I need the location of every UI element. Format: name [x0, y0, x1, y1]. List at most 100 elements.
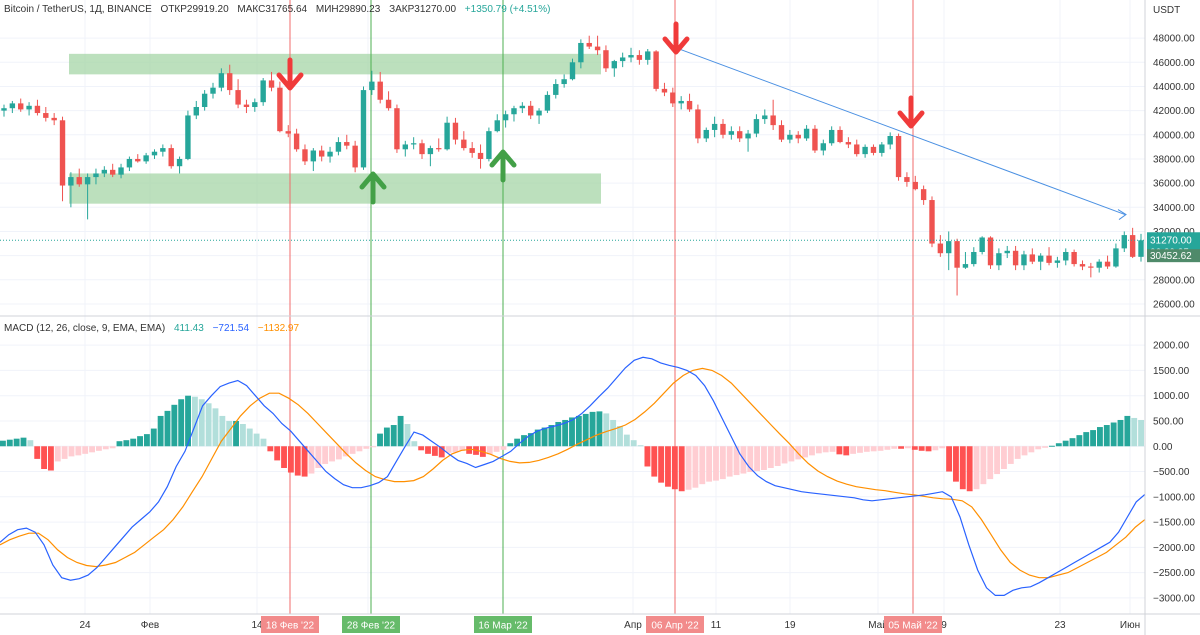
macd-hist-bar	[287, 446, 294, 473]
support-resistance-zones	[69, 53, 601, 204]
candle-body	[18, 103, 24, 110]
time-tick-label: 11	[711, 620, 722, 631]
macd-hist-bar	[905, 446, 911, 449]
macd-hist-bar	[1055, 443, 1062, 447]
macd-hist-bar	[191, 396, 198, 447]
time-tick-label: Май	[868, 620, 888, 631]
macd-hist-bar	[137, 436, 143, 447]
macd-hist-bar	[418, 446, 425, 451]
chart-grid	[0, 0, 1145, 614]
macd-hist-bar	[884, 446, 891, 450]
candle-body	[528, 105, 534, 116]
candle-body	[561, 79, 567, 85]
candle-body	[26, 105, 32, 110]
candle-body	[954, 241, 960, 268]
candle-body	[812, 128, 818, 151]
candle-body	[586, 42, 592, 47]
macd-hist-bar	[301, 446, 308, 477]
macd-hist-bar	[596, 411, 603, 447]
macd-hist-bar	[959, 446, 966, 490]
macd-hist-bar	[363, 446, 370, 449]
macd-hist-bar	[713, 446, 719, 481]
candle-body	[369, 81, 375, 91]
macd-hist-bar	[754, 446, 761, 472]
macd-hist-bar	[685, 446, 692, 490]
macd-line	[0, 356, 1146, 596]
macd-hist-bar	[1049, 445, 1055, 447]
candle-body	[327, 151, 333, 157]
candle-body	[828, 129, 835, 144]
candle-body	[1037, 255, 1044, 262]
candle-body	[427, 148, 434, 155]
macd-hist-bar	[973, 446, 980, 490]
candle-body	[628, 55, 634, 58]
candle-body	[594, 46, 601, 51]
macd-hist-bar	[109, 446, 116, 449]
vertical-marker-label: 16 Мар '22	[478, 621, 528, 632]
macd-hist-bar	[980, 446, 987, 485]
macd-hist-bar	[733, 446, 740, 476]
macd-hist-bar	[1097, 427, 1103, 447]
macd-hist-bar	[68, 446, 75, 457]
candle-body	[185, 115, 191, 159]
arrow-head	[276, 72, 304, 91]
candle-body	[201, 93, 208, 107]
candle-body	[419, 143, 425, 155]
candle-body	[686, 100, 693, 110]
arrow-head	[489, 149, 517, 168]
macd-hist-bar	[555, 421, 562, 447]
candle-body	[477, 152, 484, 159]
candle-body	[486, 131, 492, 159]
buy-signal-arrow-1	[359, 171, 387, 205]
macd-tick-label: −1000.00	[1153, 492, 1195, 503]
macd-hist-bar	[260, 438, 267, 447]
macd-hist-bar	[541, 427, 548, 447]
time-tick-label: Июн	[1120, 620, 1140, 631]
macd-hist-bar	[829, 446, 836, 452]
time-tick-label: 14	[251, 620, 263, 631]
macd-hist-bar	[281, 446, 287, 468]
candle-body	[987, 237, 994, 266]
macd-hist-bar	[953, 446, 959, 482]
macd-hist-bar	[918, 446, 925, 451]
macd-tick-label: 0.00	[1153, 442, 1173, 453]
candle-body	[135, 158, 141, 162]
resistance-zone	[69, 53, 601, 75]
macd-hist-bar	[246, 428, 253, 447]
candle-body	[1079, 264, 1086, 267]
macd-hist-bar	[6, 439, 13, 447]
macd-hist-bar	[575, 415, 582, 447]
candle-body	[1121, 235, 1127, 249]
candle-body	[1129, 235, 1136, 257]
macd-hist-bar	[857, 446, 863, 453]
candle-body	[377, 81, 383, 100]
macd-tick-label: −2500.00	[1153, 568, 1195, 579]
candle-body	[653, 51, 659, 89]
high-value: МАКС31765.64	[237, 4, 308, 15]
macd-hist-bar	[507, 443, 514, 447]
macd-hist-bar	[836, 446, 843, 455]
macd-hist-bar	[939, 446, 946, 449]
macd-hist-bar	[335, 446, 342, 460]
macd-hist-bar	[726, 446, 733, 477]
macd-hist-bar	[0, 440, 6, 447]
macd-hist-bar	[150, 428, 157, 447]
macd-tick-label: 1500.00	[1153, 366, 1190, 377]
candle-body	[252, 102, 258, 107]
macd-hist-bar	[644, 446, 651, 467]
macd-hist-bar	[699, 446, 706, 485]
candle-body	[318, 150, 325, 157]
candle-body	[711, 123, 718, 130]
sell-signal-arrow-1	[276, 57, 304, 91]
macd-hist-bar	[459, 446, 466, 451]
macd-hist-bar	[891, 446, 898, 449]
macd-hist-bar	[253, 433, 260, 447]
macd-hist-bar	[445, 446, 452, 453]
macd-hist-bar	[322, 446, 329, 464]
arrow-head	[897, 110, 925, 129]
candle-body	[76, 177, 82, 185]
macd-hist-bar	[452, 446, 459, 453]
candle-body	[879, 144, 885, 153]
vertical-marker-label-bg	[646, 616, 704, 633]
